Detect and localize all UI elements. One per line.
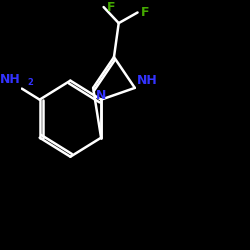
Text: NH: NH <box>0 73 21 86</box>
Text: 2: 2 <box>28 78 34 87</box>
Text: F: F <box>141 6 150 19</box>
Text: F: F <box>107 0 116 14</box>
Text: NH: NH <box>137 74 158 87</box>
Text: N: N <box>96 89 106 102</box>
